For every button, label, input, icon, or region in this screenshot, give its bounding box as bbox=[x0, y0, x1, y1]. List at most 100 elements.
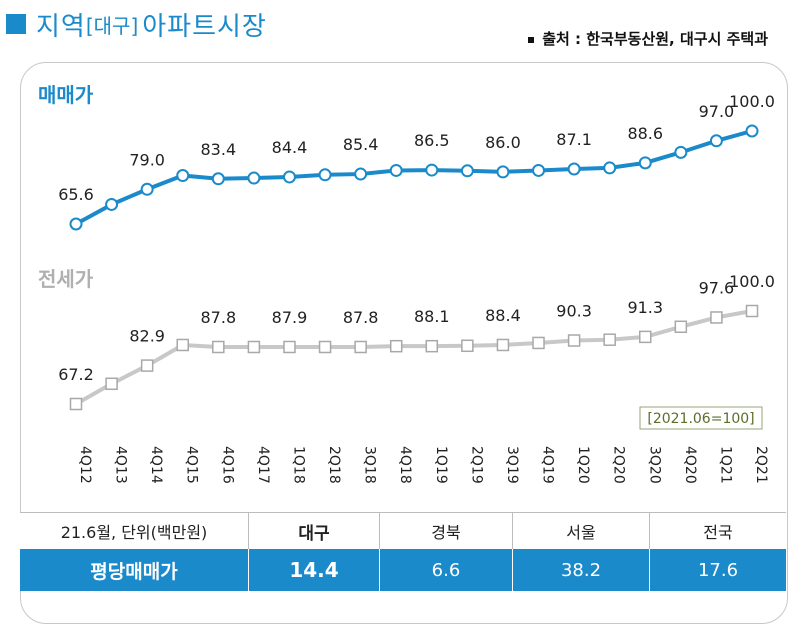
data-point bbox=[176, 338, 189, 352]
x-tick-label: 3Q20 bbox=[646, 446, 662, 484]
data-point bbox=[389, 163, 403, 177]
data-label: 87.8 bbox=[201, 308, 237, 327]
x-tick-label: 3Q19 bbox=[504, 446, 520, 484]
data-point bbox=[496, 338, 510, 352]
line-chart: 매매가 65.6 79.0 83.4 84.4 85.4 86.5 86.0 87.1 88.6 9… bbox=[38, 83, 775, 484]
data-point bbox=[460, 164, 474, 178]
data-label: 88.1 bbox=[414, 307, 450, 326]
table-cell: 38.2 bbox=[512, 549, 650, 591]
table-header-col: 서울 bbox=[512, 512, 650, 549]
x-tick-label: 4Q15 bbox=[184, 446, 200, 484]
table-header-col: 대구 bbox=[248, 512, 380, 549]
x-tick-label: 1Q21 bbox=[717, 446, 733, 484]
data-label: 86.0 bbox=[485, 133, 521, 152]
x-tick-label: 2Q18 bbox=[326, 446, 342, 484]
data-label: 85.4 bbox=[343, 135, 379, 154]
x-tick-label: 4Q18 bbox=[397, 446, 413, 484]
base-note: [2021.06=100] bbox=[647, 411, 754, 427]
data-label: 79.0 bbox=[129, 150, 165, 169]
x-tick-label: 4Q16 bbox=[219, 446, 235, 484]
data-point bbox=[282, 170, 296, 184]
data-point bbox=[603, 333, 616, 346]
data-label: 84.4 bbox=[272, 138, 308, 157]
source-text: 출처 : 한국부동산원, 대구시 주택과 bbox=[542, 30, 768, 48]
data-point bbox=[425, 339, 439, 353]
bullet-icon bbox=[528, 36, 535, 43]
x-tick-label: 2Q19 bbox=[468, 446, 484, 484]
data-label: 67.2 bbox=[58, 365, 94, 384]
data-point bbox=[140, 182, 154, 196]
data-point bbox=[496, 165, 510, 179]
title-main: 지역 bbox=[36, 11, 86, 42]
data-label: 87.1 bbox=[556, 130, 592, 149]
x-tick-label: 4Q19 bbox=[540, 446, 556, 484]
data-point bbox=[105, 197, 119, 211]
data-point bbox=[745, 304, 759, 318]
data-point bbox=[532, 163, 546, 177]
data-label: 65.6 bbox=[58, 185, 94, 204]
data-label: 83.4 bbox=[201, 140, 237, 159]
x-tick-label: 4Q12 bbox=[77, 446, 93, 484]
data-point bbox=[532, 336, 545, 350]
data-label: 87.8 bbox=[343, 308, 379, 327]
price-table: 21.6월, 단위(백만원) 대구 경북 서울 전국 평당매매가 14.4 6.… bbox=[20, 512, 786, 591]
data-point bbox=[247, 340, 261, 354]
table-data-row: 평당매매가 14.4 6.6 38.2 17.6 bbox=[20, 549, 786, 591]
data-label: 100.0 bbox=[729, 272, 775, 291]
table-row-label: 평당매매가 bbox=[20, 549, 249, 591]
data-label: 90.3 bbox=[556, 302, 592, 321]
data-point bbox=[709, 134, 723, 148]
table-header-row: 21.6월, 단위(백만원) 대구 경북 서울 전국 bbox=[20, 512, 786, 549]
data-point bbox=[389, 339, 403, 353]
data-point bbox=[140, 359, 154, 372]
title-bracket: [대구] bbox=[85, 13, 139, 38]
x-tick-label: 4Q14 bbox=[148, 446, 164, 484]
data-point bbox=[354, 167, 368, 181]
table-header-col: 전국 bbox=[649, 512, 786, 549]
x-tick-label: 2Q20 bbox=[611, 446, 627, 484]
data-label: 91.3 bbox=[627, 298, 663, 317]
table-cell: 14.4 bbox=[248, 549, 380, 591]
x-tick-label: 1Q19 bbox=[433, 446, 449, 484]
data-label: 86.5 bbox=[414, 131, 450, 150]
data-point bbox=[567, 162, 581, 176]
title-suffix: 아파트시장 bbox=[142, 11, 267, 42]
data-point bbox=[674, 145, 688, 159]
data-point bbox=[710, 311, 723, 324]
data-label: 82.9 bbox=[129, 327, 165, 346]
data-point bbox=[567, 334, 581, 347]
data-point bbox=[212, 340, 225, 354]
data-point bbox=[247, 171, 261, 185]
data-point bbox=[318, 340, 332, 354]
data-label: 97.6 bbox=[699, 278, 735, 297]
x-tick-label: 4Q17 bbox=[255, 446, 271, 484]
data-label: 97.0 bbox=[699, 102, 735, 121]
data-point bbox=[639, 330, 652, 344]
table-header-label: 21.6월, 단위(백만원) bbox=[20, 512, 249, 549]
x-tick-label: 4Q20 bbox=[682, 446, 698, 484]
table-header-col: 경북 bbox=[379, 512, 513, 549]
data-label: 100.0 bbox=[729, 92, 775, 111]
data-point bbox=[105, 377, 118, 391]
data-label: 87.9 bbox=[272, 308, 308, 327]
source-note: 출처 : 한국부동산원, 대구시 주택과 bbox=[528, 28, 768, 49]
data-label: 88.6 bbox=[627, 124, 663, 143]
series-name-1: 전세가 bbox=[38, 267, 94, 291]
data-point bbox=[674, 320, 688, 334]
data-point bbox=[283, 340, 296, 354]
data-point bbox=[603, 161, 617, 175]
data-point bbox=[461, 339, 474, 353]
x-tick-label: 1Q20 bbox=[575, 446, 591, 484]
data-point bbox=[69, 217, 83, 231]
data-point bbox=[69, 397, 83, 411]
data-point bbox=[354, 340, 367, 354]
data-point bbox=[176, 169, 190, 183]
x-tick-label: 3Q18 bbox=[362, 446, 378, 484]
x-tick-label: 1Q18 bbox=[290, 446, 306, 484]
data-point bbox=[318, 168, 332, 182]
x-tick-label: 4Q13 bbox=[113, 446, 129, 484]
table-cell: 6.6 bbox=[379, 549, 513, 591]
series-name-0: 매매가 bbox=[38, 83, 94, 107]
data-point bbox=[425, 163, 439, 177]
title-square-icon bbox=[6, 14, 26, 34]
